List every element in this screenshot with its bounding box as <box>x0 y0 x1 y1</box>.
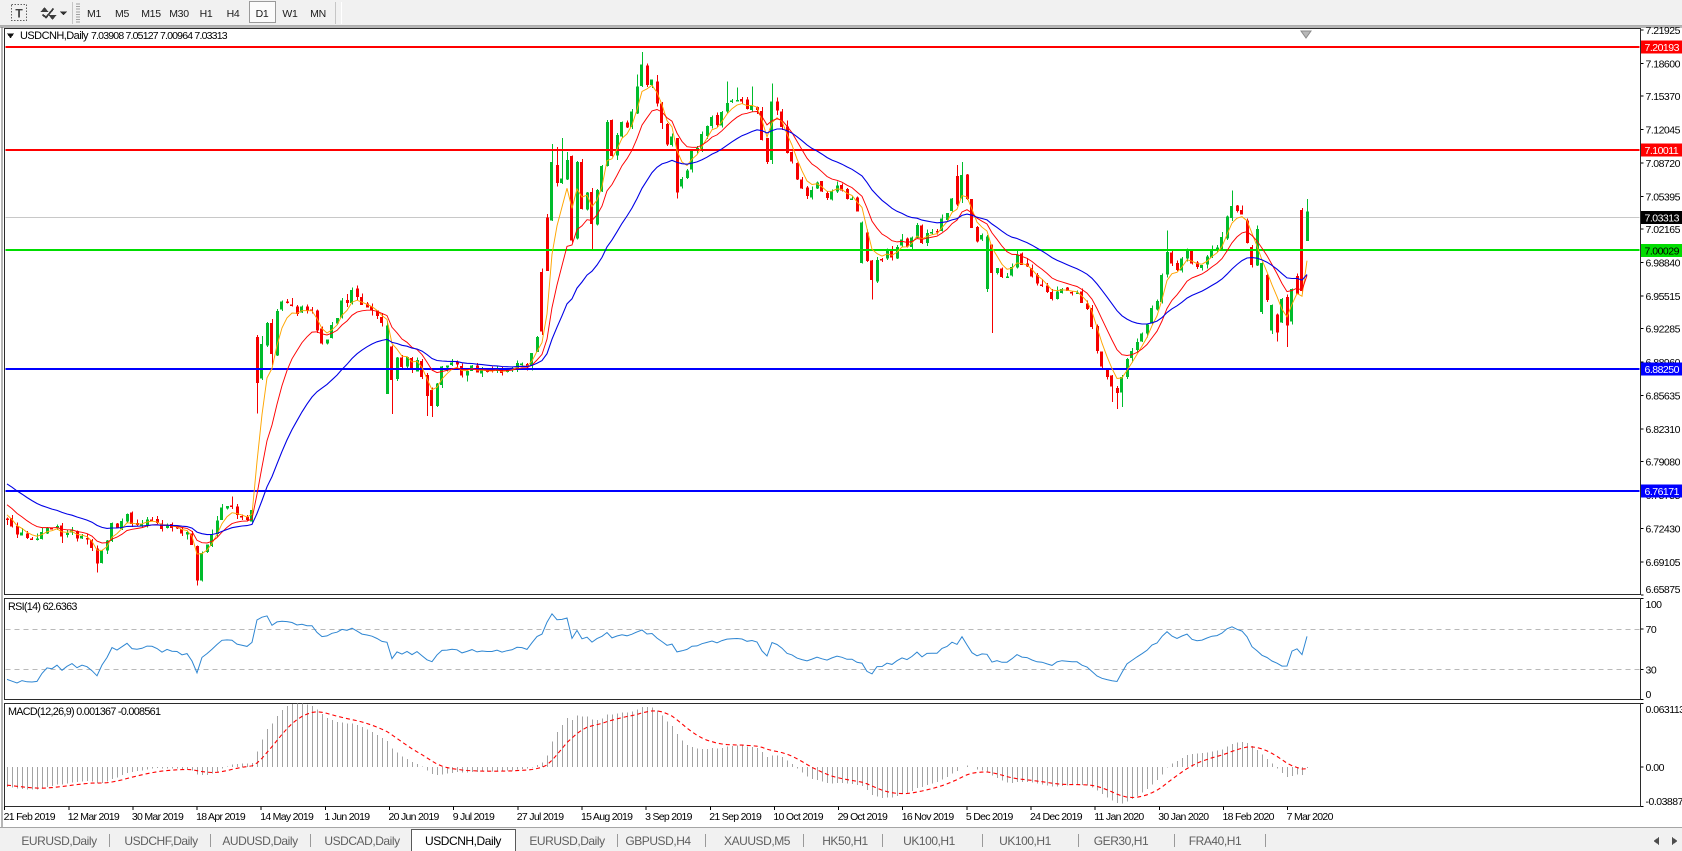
svg-text:7.03908 7.05127 7.00964 7.0331: 7.03908 7.05127 7.00964 7.03313 <box>91 30 228 42</box>
svg-text:6.65875: 6.65875 <box>1646 584 1681 596</box>
svg-text:21 Sep 2019: 21 Sep 2019 <box>709 811 762 823</box>
svg-text:3 Sep 2019: 3 Sep 2019 <box>645 811 693 823</box>
svg-text:M30: M30 <box>169 8 189 20</box>
svg-text:9 Jul 2019: 9 Jul 2019 <box>453 811 495 823</box>
svg-text:7.20193: 7.20193 <box>1645 42 1680 54</box>
svg-text:7.15370: 7.15370 <box>1646 91 1681 103</box>
svg-text:M5: M5 <box>115 8 129 20</box>
svg-text:UK100,H1: UK100,H1 <box>903 834 956 848</box>
svg-text:7.10011: 7.10011 <box>1645 145 1679 157</box>
svg-text:MACD(12,26,9) 0.001367 -0.0085: MACD(12,26,9) 0.001367 -0.008561 <box>8 706 161 718</box>
svg-text:6.72430: 6.72430 <box>1646 524 1681 536</box>
svg-text:100: 100 <box>1646 599 1663 611</box>
svg-text:7.21925: 7.21925 <box>1646 25 1681 37</box>
svg-text:XAUUSD,M5: XAUUSD,M5 <box>724 834 791 848</box>
svg-text:7.08720: 7.08720 <box>1646 158 1681 170</box>
svg-text:USDCHF,Daily: USDCHF,Daily <box>124 834 198 848</box>
svg-text:18 Feb 2020: 18 Feb 2020 <box>1223 811 1275 823</box>
svg-text:16 Nov 2019: 16 Nov 2019 <box>902 811 955 823</box>
svg-text:7.05395: 7.05395 <box>1646 191 1681 203</box>
svg-text:1 Jun 2019: 1 Jun 2019 <box>324 811 370 823</box>
svg-text:12 Mar 2019: 12 Mar 2019 <box>68 811 120 823</box>
svg-text:24 Dec 2019: 24 Dec 2019 <box>1030 811 1083 823</box>
svg-text:10 Oct 2019: 10 Oct 2019 <box>773 811 823 823</box>
svg-text:7.03313: 7.03313 <box>1645 212 1680 224</box>
svg-text:14 May 2019: 14 May 2019 <box>260 811 314 823</box>
svg-text:30 Jan 2020: 30 Jan 2020 <box>1158 811 1209 823</box>
svg-text:21 Feb 2019: 21 Feb 2019 <box>4 811 56 823</box>
svg-text:27 Jul 2019: 27 Jul 2019 <box>517 811 564 823</box>
svg-text:70: 70 <box>1646 624 1657 636</box>
svg-text:AUDUSD,Daily: AUDUSD,Daily <box>222 834 298 848</box>
svg-text:6.88250: 6.88250 <box>1645 364 1680 376</box>
svg-text:7 Mar 2020: 7 Mar 2020 <box>1287 811 1334 823</box>
svg-text:UK100,H1: UK100,H1 <box>999 834 1052 848</box>
svg-text:M15: M15 <box>141 8 161 20</box>
svg-text:0: 0 <box>1646 689 1652 701</box>
svg-text:0.063113: 0.063113 <box>1646 704 1682 716</box>
svg-text:7.18600: 7.18600 <box>1646 58 1681 70</box>
svg-text:USDCNH,Daily: USDCNH,Daily <box>20 30 89 42</box>
svg-text:18 Apr 2019: 18 Apr 2019 <box>196 811 246 823</box>
svg-text:29 Oct 2019: 29 Oct 2019 <box>838 811 888 823</box>
svg-text:11 Jan 2020: 11 Jan 2020 <box>1094 811 1144 823</box>
svg-text:30: 30 <box>1646 664 1657 676</box>
svg-text:RSI(14) 62.6363: RSI(14) 62.6363 <box>8 601 77 613</box>
svg-text:USDCAD,Daily: USDCAD,Daily <box>324 834 400 848</box>
svg-text:6.69105: 6.69105 <box>1646 557 1681 569</box>
svg-text:6.79080: 6.79080 <box>1646 457 1681 469</box>
svg-text:GER30,H1: GER30,H1 <box>1094 834 1149 848</box>
svg-text:15 Aug 2019: 15 Aug 2019 <box>581 811 633 823</box>
svg-text:6.92285: 6.92285 <box>1646 324 1681 336</box>
svg-text:6.85635: 6.85635 <box>1646 391 1681 403</box>
svg-text:5 Dec 2019: 5 Dec 2019 <box>966 811 1014 823</box>
svg-text:6.82310: 6.82310 <box>1646 424 1681 436</box>
svg-text:EURUSD,Daily: EURUSD,Daily <box>21 834 97 848</box>
svg-text:FRA40,H1: FRA40,H1 <box>1189 834 1242 848</box>
svg-text:H4: H4 <box>227 8 240 20</box>
svg-text:HK50,H1: HK50,H1 <box>822 834 868 848</box>
svg-text:T: T <box>15 7 23 21</box>
svg-text:M1: M1 <box>87 8 101 20</box>
svg-text:USDCNH,Daily: USDCNH,Daily <box>425 834 501 848</box>
svg-text:6.98840: 6.98840 <box>1646 258 1681 270</box>
svg-text:6.76171: 6.76171 <box>1645 486 1680 498</box>
svg-text:30 Mar 2019: 30 Mar 2019 <box>132 811 184 823</box>
svg-text:EURUSD,Daily: EURUSD,Daily <box>529 834 605 848</box>
svg-text:W1: W1 <box>282 8 298 20</box>
svg-text:MN: MN <box>310 8 326 20</box>
svg-text:0.00: 0.00 <box>1646 762 1665 774</box>
svg-text:6.95515: 6.95515 <box>1646 291 1681 303</box>
svg-text:7.12045: 7.12045 <box>1646 124 1681 136</box>
svg-text:7.00029: 7.00029 <box>1645 246 1680 258</box>
svg-text:7.02165: 7.02165 <box>1646 224 1681 236</box>
svg-text:H1: H1 <box>200 8 213 20</box>
svg-text:20 Jun 2019: 20 Jun 2019 <box>389 811 440 823</box>
svg-text:GBPUSD,H4: GBPUSD,H4 <box>625 834 691 848</box>
svg-text:D1: D1 <box>256 8 269 20</box>
